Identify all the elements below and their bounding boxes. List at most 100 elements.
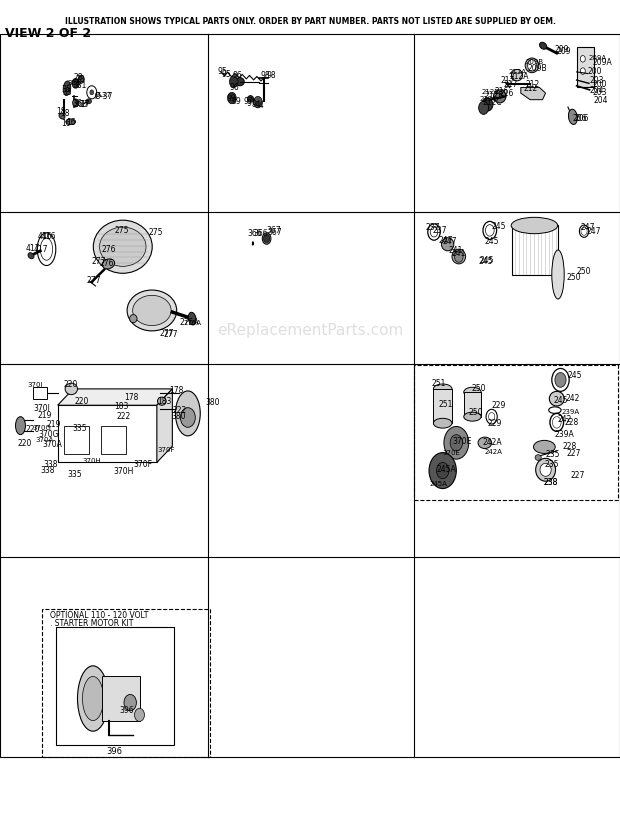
Text: 370F: 370F <box>157 447 175 453</box>
Bar <box>33 387 46 399</box>
Ellipse shape <box>28 252 34 259</box>
Circle shape <box>479 101 489 114</box>
Bar <box>414 365 618 500</box>
Text: ILLUSTRATION SHOWS TYPICAL PARTS ONLY. ORDER BY PART NUMBER. PARTS NOT LISTED AR: ILLUSTRATION SHOWS TYPICAL PARTS ONLY. O… <box>64 17 556 26</box>
Text: 203: 203 <box>593 87 607 97</box>
Ellipse shape <box>539 42 547 49</box>
Text: 245: 245 <box>484 236 498 246</box>
Text: 206: 206 <box>575 114 589 123</box>
Text: 220: 220 <box>25 425 40 435</box>
Circle shape <box>528 60 536 71</box>
Text: 275A: 275A <box>180 318 200 328</box>
Text: 251: 251 <box>432 379 446 389</box>
Text: 183: 183 <box>115 402 129 412</box>
Text: 16: 16 <box>61 118 71 128</box>
Text: 209A: 209A <box>592 57 612 67</box>
Text: 277: 277 <box>92 257 106 266</box>
Circle shape <box>264 234 270 243</box>
Ellipse shape <box>130 315 137 323</box>
Text: 99: 99 <box>227 94 237 104</box>
Text: 417: 417 <box>26 243 40 253</box>
Text: 251: 251 <box>438 400 453 409</box>
Text: 370H: 370H <box>113 467 134 476</box>
Text: 242A: 242A <box>482 438 502 448</box>
Ellipse shape <box>549 391 564 406</box>
Text: 370G: 370G <box>33 425 51 431</box>
Text: 277: 277 <box>163 330 177 340</box>
Text: 367: 367 <box>266 225 281 235</box>
Ellipse shape <box>552 368 569 391</box>
Bar <box>464 392 481 417</box>
Ellipse shape <box>464 387 481 397</box>
Text: 250: 250 <box>566 273 580 283</box>
Text: 220: 220 <box>74 397 89 407</box>
Text: 212B: 212B <box>485 91 504 100</box>
Ellipse shape <box>511 217 557 234</box>
Ellipse shape <box>16 417 25 435</box>
Text: 417: 417 <box>34 244 48 254</box>
Text: 216: 216 <box>499 88 513 98</box>
Ellipse shape <box>78 666 108 731</box>
Text: 381: 381 <box>72 81 86 91</box>
Text: 212: 212 <box>525 80 539 90</box>
Text: 28: 28 <box>75 74 84 84</box>
Ellipse shape <box>127 290 177 331</box>
Circle shape <box>430 227 438 237</box>
Text: 247: 247 <box>439 235 453 245</box>
Circle shape <box>580 68 585 74</box>
Ellipse shape <box>86 99 92 104</box>
Ellipse shape <box>99 227 146 266</box>
Text: 241: 241 <box>449 245 463 255</box>
Text: eReplacementParts.com: eReplacementParts.com <box>217 324 403 338</box>
Text: 335: 335 <box>73 423 87 433</box>
Text: 370F: 370F <box>133 459 153 469</box>
Circle shape <box>228 92 236 104</box>
Text: 241: 241 <box>451 248 466 258</box>
Text: 247: 247 <box>581 222 595 232</box>
Text: 370E: 370E <box>453 436 472 446</box>
Text: 98: 98 <box>267 70 277 80</box>
Ellipse shape <box>262 233 271 244</box>
Circle shape <box>580 56 585 62</box>
Ellipse shape <box>63 81 71 96</box>
Text: 250: 250 <box>469 408 483 417</box>
Text: 216: 216 <box>495 87 509 96</box>
Text: 94: 94 <box>255 100 265 110</box>
Text: 370E: 370E <box>443 450 461 457</box>
Circle shape <box>180 408 195 427</box>
Bar <box>433 389 452 423</box>
Ellipse shape <box>486 409 497 424</box>
Text: 245: 245 <box>554 395 568 405</box>
Text: 220: 220 <box>17 439 32 449</box>
Ellipse shape <box>569 109 577 124</box>
Circle shape <box>555 373 566 387</box>
Ellipse shape <box>247 96 254 102</box>
Text: 416: 416 <box>37 231 51 241</box>
Text: 277: 277 <box>160 328 174 338</box>
Text: 229: 229 <box>492 400 506 410</box>
Text: 36: 36 <box>74 100 84 109</box>
Text: 222: 222 <box>117 412 131 422</box>
Text: 239A: 239A <box>562 408 580 415</box>
Ellipse shape <box>37 233 56 266</box>
Text: 416: 416 <box>42 232 56 242</box>
Ellipse shape <box>512 69 523 81</box>
Text: 17: 17 <box>79 100 89 109</box>
Text: 396: 396 <box>107 747 123 757</box>
Text: 36: 36 <box>72 99 82 109</box>
Text: 209B: 209B <box>525 59 543 65</box>
Ellipse shape <box>533 440 556 453</box>
Text: 338: 338 <box>40 466 55 475</box>
Ellipse shape <box>40 239 53 261</box>
Text: 238: 238 <box>543 477 557 487</box>
Text: 17: 17 <box>81 100 91 109</box>
Text: 275A: 275A <box>184 319 202 326</box>
Text: 380: 380 <box>205 398 219 408</box>
Text: . STARTER MOTOR KIT: . STARTER MOTOR KIT <box>50 619 133 628</box>
Text: 242A: 242A <box>485 449 503 455</box>
Circle shape <box>135 708 144 721</box>
Ellipse shape <box>428 224 440 240</box>
Ellipse shape <box>175 391 200 436</box>
Circle shape <box>124 694 136 711</box>
Bar <box>56 627 174 745</box>
